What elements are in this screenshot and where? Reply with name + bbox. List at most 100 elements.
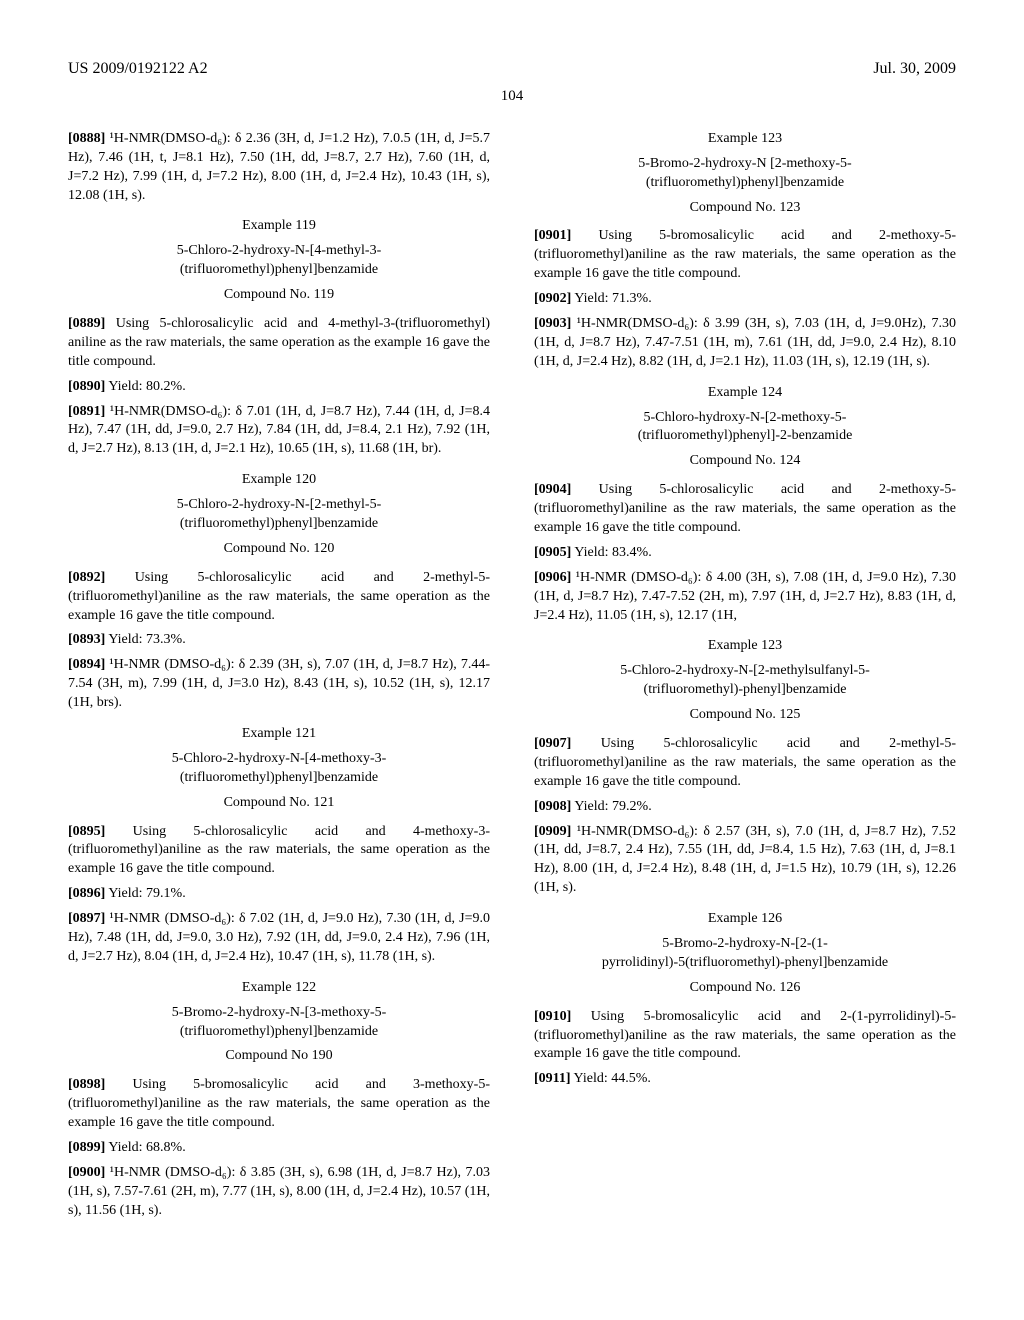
para-text: ¹H-NMR (DMSO-d₆): δ 2.39 (3H, s), 7.07 (… — [68, 657, 490, 710]
para-num: [0895] — [68, 824, 105, 839]
compound-number: Compound No. 123 — [534, 199, 956, 218]
para-num: [0902] — [534, 291, 571, 306]
para-0896: [0896] Yield: 79.1%. — [68, 885, 490, 904]
para-num: [0901] — [534, 228, 571, 243]
para-text: Yield: 83.4%. — [574, 545, 651, 560]
para-text: ¹H-NMR (DMSO-d₆): δ 7.02 (1H, d, J=9.0 H… — [68, 911, 490, 964]
para-text: Yield: 44.5%. — [574, 1071, 651, 1086]
para-0893: [0893] Yield: 73.3%. — [68, 631, 490, 650]
para-0909: [0909] ¹H-NMR(DMSO-d₆): δ 2.57 (3H, s), … — [534, 823, 956, 899]
para-num: [0891] — [68, 404, 105, 419]
example-title: Example 126 — [534, 910, 956, 929]
para-text: Using 5-bromosalicylic acid and 3-methox… — [68, 1077, 490, 1130]
compound-number: Compound No. 119 — [68, 286, 490, 305]
para-0908: [0908] Yield: 79.2%. — [534, 798, 956, 817]
compound-name: 5-Chloro-2-hydroxy-N-[2-methylsulfanyl-5… — [574, 662, 916, 700]
page-number: 104 — [68, 86, 956, 106]
para-0890: [0890] Yield: 80.2%. — [68, 378, 490, 397]
compound-number: Compound No. 126 — [534, 979, 956, 998]
para-text: ¹H-NMR(DMSO-d₆): δ 3.99 (3H, s), 7.03 (1… — [534, 316, 956, 369]
para-0902: [0902] Yield: 71.3%. — [534, 290, 956, 309]
para-num: [0896] — [68, 886, 105, 901]
para-0898: [0898] Using 5-bromosalicylic acid and 3… — [68, 1076, 490, 1133]
para-num: [0890] — [68, 379, 105, 394]
para-text: Yield: 79.2%. — [574, 799, 651, 814]
para-text: Yield: 68.8%. — [108, 1140, 185, 1155]
example-title: Example 123 — [534, 637, 956, 656]
para-text: Yield: 79.1%. — [108, 886, 185, 901]
publication-date: Jul. 30, 2009 — [873, 58, 956, 80]
para-0894: [0894] ¹H-NMR (DMSO-d₆): δ 2.39 (3H, s),… — [68, 656, 490, 713]
para-text: ¹H-NMR (DMSO-d₆): δ 3.85 (3H, s), 6.98 (… — [68, 1165, 490, 1218]
para-num: [0907] — [534, 736, 571, 751]
compound-number: Compound No. 124 — [534, 452, 956, 471]
para-num: [0898] — [68, 1077, 105, 1092]
body-columns: [0888] ¹H-NMR(DMSO-d₆): δ 2.36 (3H, d, J… — [68, 130, 956, 1270]
para-0892: [0892] Using 5-chlorosalicylic acid and … — [68, 569, 490, 626]
para-0897: [0897] ¹H-NMR (DMSO-d₆): δ 7.02 (1H, d, … — [68, 910, 490, 967]
para-text: ¹H-NMR(DMSO-d₆): δ 2.57 (3H, s), 7.0 (1H… — [534, 824, 956, 896]
para-0907: [0907] Using 5-chlorosalicylic acid and … — [534, 735, 956, 792]
para-text: Yield: 73.3%. — [108, 632, 185, 647]
para-num: [0889] — [68, 316, 105, 331]
compound-name: 5-Bromo-2-hydroxy-N-[2-(1-pyrrolidinyl)-… — [574, 935, 916, 973]
page-header: US 2009/0192122 A2 Jul. 30, 2009 — [68, 58, 956, 80]
para-num: [0894] — [68, 657, 105, 672]
example-title: Example 124 — [534, 384, 956, 403]
para-text: Using 5-chlorosalicylic acid and 2-metho… — [534, 482, 956, 535]
compound-name: 5-Chloro-hydroxy-N-[2-methoxy-5-(trifluo… — [574, 409, 916, 447]
para-0911: [0911] Yield: 44.5%. — [534, 1070, 956, 1089]
publication-number: US 2009/0192122 A2 — [68, 58, 208, 80]
compound-name: 5-Chloro-2-hydroxy-N-[4-methyl-3-(triflu… — [108, 242, 450, 280]
compound-name: 5-Bromo-2-hydroxy-N [2-methoxy-5-(triflu… — [574, 155, 916, 193]
example-title: Example 120 — [68, 471, 490, 490]
para-0891: [0891] ¹H-NMR(DMSO-d₆): δ 7.01 (1H, d, J… — [68, 403, 490, 460]
para-num: [0904] — [534, 482, 571, 497]
para-text: Using 5-chlorosalicylic acid and 4-metho… — [68, 824, 490, 877]
para-0889: [0889] Using 5-chlorosalicylic acid and … — [68, 315, 490, 372]
para-0904: [0904] Using 5-chlorosalicylic acid and … — [534, 481, 956, 538]
para-num: [0893] — [68, 632, 105, 647]
para-text: Using 5-chlorosalicylic acid and 2-methy… — [68, 570, 490, 623]
para-text: Using 5-chlorosalicylic acid and 4-methy… — [68, 316, 490, 369]
para-0905: [0905] Yield: 83.4%. — [534, 544, 956, 563]
para-text: ¹H-NMR (DMSO-d₆): δ 4.00 (3H, s), 7.08 (… — [534, 570, 956, 623]
para-text: Using 5-bromosalicylic acid and 2-methox… — [534, 228, 956, 281]
para-text: Using 5-chlorosalicylic acid and 2-methy… — [534, 736, 956, 789]
example-title: Example 121 — [68, 725, 490, 744]
para-0901: [0901] Using 5-bromosalicylic acid and 2… — [534, 227, 956, 284]
compound-name: 5-Chloro-2-hydroxy-N-[4-methoxy-3-(trifl… — [108, 750, 450, 788]
para-text: Using 5-bromosalicylic acid and 2-(1-pyr… — [534, 1009, 956, 1062]
para-text: Yield: 80.2%. — [108, 379, 185, 394]
para-num: [0909] — [534, 824, 571, 839]
para-num: [0888] — [68, 131, 105, 146]
example-title: Example 123 — [534, 130, 956, 149]
para-num: [0892] — [68, 570, 105, 585]
para-num: [0903] — [534, 316, 571, 331]
compound-name: 5-Chloro-2-hydroxy-N-[2-methyl-5-(triflu… — [108, 496, 450, 534]
para-0906: [0906] ¹H-NMR (DMSO-d₆): δ 4.00 (3H, s),… — [534, 569, 956, 626]
para-text: ¹H-NMR(DMSO-d₆): δ 7.01 (1H, d, J=8.7 Hz… — [68, 404, 490, 457]
para-num: [0908] — [534, 799, 571, 814]
para-num: [0897] — [68, 911, 105, 926]
compound-name: 5-Bromo-2-hydroxy-N-[3-methoxy-5-(triflu… — [108, 1004, 450, 1042]
compound-number: Compound No. 120 — [68, 540, 490, 559]
para-num: [0900] — [68, 1165, 105, 1180]
para-0903: [0903] ¹H-NMR(DMSO-d₆): δ 3.99 (3H, s), … — [534, 315, 956, 372]
compound-number: Compound No. 125 — [534, 706, 956, 725]
para-0888: [0888] ¹H-NMR(DMSO-d₆): δ 2.36 (3H, d, J… — [68, 130, 490, 206]
para-num: [0910] — [534, 1009, 571, 1024]
example-title: Example 122 — [68, 979, 490, 998]
para-num: [0911] — [534, 1071, 571, 1086]
compound-number: Compound No. 121 — [68, 794, 490, 813]
compound-number: Compound No 190 — [68, 1047, 490, 1066]
para-0895: [0895] Using 5-chlorosalicylic acid and … — [68, 823, 490, 880]
para-num: [0905] — [534, 545, 571, 560]
para-text: Yield: 71.3%. — [574, 291, 651, 306]
para-0899: [0899] Yield: 68.8%. — [68, 1139, 490, 1158]
example-title: Example 119 — [68, 217, 490, 236]
para-num: [0899] — [68, 1140, 105, 1155]
para-0910: [0910] Using 5-bromosalicylic acid and 2… — [534, 1008, 956, 1065]
para-text: ¹H-NMR(DMSO-d₆): δ 2.36 (3H, d, J=1.2 Hz… — [68, 131, 490, 203]
para-num: [0906] — [534, 570, 571, 585]
